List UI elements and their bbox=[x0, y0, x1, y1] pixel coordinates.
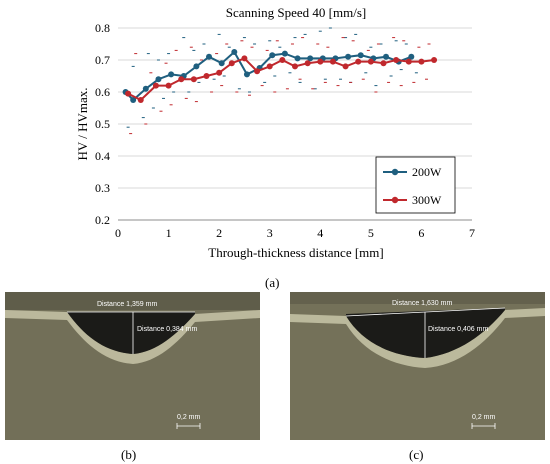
data-point-300w bbox=[241, 55, 248, 62]
x-tick-labels: 0 1 2 3 4 5 6 7 bbox=[115, 226, 475, 240]
data-point-200w bbox=[307, 55, 314, 62]
data-point-300w bbox=[431, 57, 438, 63]
data-point-200w bbox=[383, 53, 390, 60]
data-point-300w bbox=[317, 58, 324, 65]
micrograph-c: Distance 1,630 mm Distance 0,406 mm 0,2 … bbox=[290, 292, 545, 440]
x-tick-label: 5 bbox=[368, 226, 374, 240]
legend-label-300w: 300W bbox=[412, 193, 442, 207]
y-tick-labels: 0.2 0.3 0.4 0.5 0.6 0.7 0.8 bbox=[95, 21, 110, 227]
x-tick-label: 1 bbox=[166, 226, 172, 240]
data-point-300w bbox=[292, 63, 298, 70]
y-tick-label: 0.2 bbox=[95, 213, 110, 227]
series-line-300w bbox=[127, 57, 435, 102]
caption-b: (b) bbox=[121, 447, 137, 462]
x-tick-label: 7 bbox=[469, 226, 475, 240]
caption-a: (a) bbox=[265, 275, 280, 290]
data-point-200w bbox=[206, 53, 213, 60]
data-point-200w bbox=[294, 55, 301, 62]
data-point-200w bbox=[408, 53, 415, 60]
data-point-200w bbox=[345, 53, 352, 60]
data-point-200w bbox=[231, 49, 238, 55]
data-point-300w bbox=[125, 90, 132, 97]
y-tick-label: 0.4 bbox=[95, 149, 110, 163]
data-point-300w bbox=[216, 69, 223, 76]
data-point-200w bbox=[142, 85, 149, 92]
micrograph-b: Distance 1,359 mm Distance 0,384 mm 0,2 … bbox=[5, 292, 260, 440]
legend-marker-300w bbox=[391, 196, 399, 204]
data-point-300w bbox=[342, 63, 349, 70]
data-point-300w bbox=[405, 58, 412, 65]
x-tick-label: 4 bbox=[317, 226, 323, 240]
y-tick-label: 0.7 bbox=[95, 53, 110, 67]
data-point-200w bbox=[168, 71, 175, 78]
x-axis-label: Through-thickness distance [mm] bbox=[208, 245, 383, 260]
data-point-200w bbox=[218, 60, 225, 67]
x-tick-label: 2 bbox=[216, 226, 222, 240]
y-tick-label: 0.8 bbox=[95, 21, 110, 35]
caption-c: (c) bbox=[409, 447, 424, 462]
data-point-200w bbox=[281, 50, 288, 57]
legend-label-200w: 200W bbox=[412, 165, 442, 179]
data-point-300w bbox=[329, 58, 336, 65]
data-point-300w bbox=[165, 82, 172, 89]
legend-box bbox=[375, 156, 456, 214]
data-point-300w bbox=[203, 73, 210, 79]
data-point-200w bbox=[130, 97, 137, 103]
data-point-300w bbox=[266, 63, 273, 70]
data-point-200w bbox=[269, 52, 276, 59]
series-group bbox=[122, 49, 438, 103]
y-tick-label: 0.6 bbox=[95, 85, 110, 99]
data-point-300w bbox=[152, 82, 159, 89]
chart-title: Scanning Speed 40 [mm/s] bbox=[226, 5, 366, 20]
hardness-chart: Scanning Speed 40 [mm/s] 0.2 0.3 0.4 0.5 0.6… bbox=[75, 5, 475, 260]
data-point-300w bbox=[393, 57, 400, 63]
distance-depth-label: Distance 0,406 mm bbox=[428, 326, 489, 333]
data-point-300w bbox=[137, 97, 144, 103]
y-tick-label: 0.3 bbox=[95, 181, 110, 195]
distance-width-label: Distance 1,359 mm bbox=[97, 301, 158, 308]
x-tick-label: 6 bbox=[418, 226, 424, 240]
data-point-300w bbox=[279, 57, 286, 63]
data-point-200w bbox=[193, 63, 200, 70]
data-point-300w bbox=[355, 58, 362, 65]
scale-bar-label: 0,2 mm bbox=[177, 414, 201, 421]
series-line-200w bbox=[124, 50, 412, 102]
data-point-300w bbox=[367, 58, 374, 65]
data-point-200w bbox=[155, 76, 162, 83]
distance-depth-label: Distance 0,384 mm bbox=[137, 326, 198, 333]
legend-marker-200w bbox=[391, 168, 399, 176]
distance-width-label: Distance 1,630 mm bbox=[392, 300, 453, 307]
y-tick-label: 0.5 bbox=[95, 117, 110, 131]
scale-bar-label: 0,2 mm bbox=[472, 414, 496, 421]
data-point-200w bbox=[243, 71, 250, 78]
x-tick-label: 0 bbox=[115, 226, 121, 240]
data-point-300w bbox=[190, 76, 197, 83]
x-tick-label: 3 bbox=[267, 226, 273, 240]
data-point-300w bbox=[254, 68, 261, 75]
legend: 200W 300W bbox=[375, 156, 456, 214]
data-point-300w bbox=[380, 60, 387, 67]
data-point-200w bbox=[357, 52, 364, 59]
data-point-300w bbox=[178, 76, 185, 83]
data-point-300w bbox=[418, 58, 425, 65]
error-marks bbox=[126, 27, 431, 135]
data-point-300w bbox=[228, 60, 235, 67]
y-axis-label: HV / HVmax. bbox=[75, 87, 90, 160]
data-point-300w bbox=[304, 60, 311, 67]
